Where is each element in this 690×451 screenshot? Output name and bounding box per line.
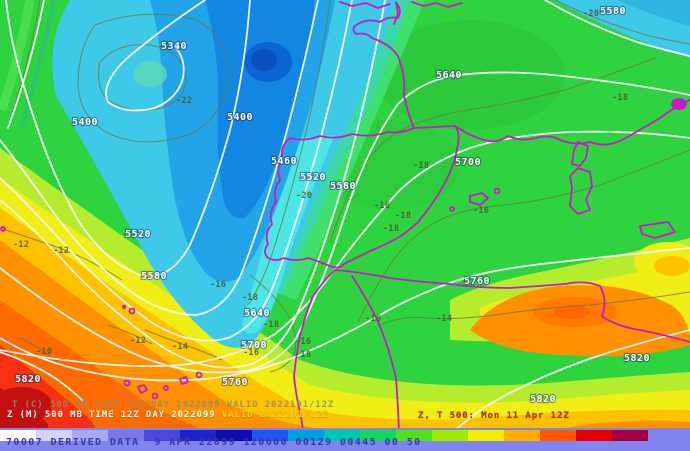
- colorbar-block: [216, 430, 252, 441]
- temp-contour-label: -18: [263, 320, 279, 330]
- height-contour-label: 5700: [241, 340, 267, 351]
- temp-contour-label: -20: [583, 9, 599, 19]
- ibiza-island: [449, 206, 455, 212]
- mediterranean-coast: [454, 99, 690, 146]
- england-coast: [411, 1, 463, 8]
- height-contour-label: 5760: [222, 377, 248, 388]
- height-contour-label: 5520: [125, 229, 151, 240]
- madeira-island: [121, 304, 127, 310]
- height-contour-label: 5460: [271, 156, 297, 167]
- temp-contour-label: -14: [172, 342, 188, 352]
- height-contour-label: 5520: [300, 172, 326, 183]
- iberia-coast: [264, 125, 460, 269]
- temp-contour-label: -16: [295, 337, 311, 347]
- atlantic-island: [0, 226, 6, 232]
- height-contour-label: 5400: [227, 112, 253, 123]
- colorbar-block: [0, 430, 36, 441]
- colorbar: [0, 430, 648, 441]
- temp-contour-label: -18: [413, 161, 429, 171]
- colorbar-block: [504, 430, 540, 441]
- chart-id-label: Z, T 500: Mon 11 Apr 12Z: [418, 411, 570, 421]
- temp-contour-label: -18: [395, 211, 411, 221]
- temperature-contour-labels: -22 -20 -20 -18 -18 -18 -18 -18 -18 -18 -16 -16 -16 -…: [13, 9, 628, 360]
- field-title-temperature: T (C) 500 MB TIME 12Z DAY 2022099 VALID …: [12, 400, 335, 410]
- colorbar-block: [252, 430, 288, 441]
- temp-contour-label: -18: [612, 93, 628, 103]
- height-contour-label: 5640: [244, 308, 270, 319]
- france-coast: [352, 3, 415, 129]
- pyrenees-border: [413, 125, 456, 129]
- height-contour-label: 5820: [15, 374, 41, 385]
- africa-border: [351, 275, 400, 430]
- status-bar-text: 70007 DERIVED DATA 9 APR 22099 120600 00…: [6, 437, 422, 448]
- colorbar-block: [396, 430, 432, 441]
- temp-contour-label: -16: [243, 348, 259, 358]
- colorbar-block: [288, 430, 324, 441]
- height-contour-label: 5640: [436, 70, 462, 81]
- colorbar-block: [432, 430, 468, 441]
- temp-contour-label: -22: [176, 96, 192, 106]
- mallorca-island: [469, 192, 489, 206]
- field-title-height-left: Z (M) 500 MB TIME 12Z DAY 2022099: [7, 410, 222, 420]
- temp-contour-label: -12: [130, 336, 146, 346]
- colorbar-block: [36, 430, 72, 441]
- colorbar-strip: 70007 DERIVED DATA 9 APR 22099 120600 00…: [0, 428, 690, 451]
- temp-contour-label: -16: [374, 201, 390, 211]
- colorbar-block: [72, 430, 108, 441]
- height-contour-label: 5580: [141, 271, 167, 282]
- temp-contour-label: -14: [436, 314, 452, 324]
- height-contour-label: 5760: [464, 276, 490, 287]
- height-contour-label: 5820: [530, 394, 556, 405]
- england-coast: [339, 1, 391, 9]
- menorca-island: [493, 187, 501, 195]
- temp-contour-label: -16: [210, 280, 226, 290]
- temp-contour-label: -18: [295, 350, 311, 360]
- canary-islands: [123, 371, 203, 400]
- height-contour-label: 5340: [161, 41, 187, 52]
- height-contour-lines: [0, 0, 690, 430]
- temp-contour-label: -18: [242, 293, 258, 303]
- colorbar-block: [576, 430, 612, 441]
- africa-north-coast: [334, 269, 690, 343]
- colorbar-block: [324, 430, 360, 441]
- coastlines: [0, 1, 690, 430]
- temp-contour-label: -16: [365, 314, 381, 324]
- height-contour-label: 5400: [72, 117, 98, 128]
- height-contour-label: 5700: [455, 157, 481, 168]
- temp-contour-label: -18: [383, 224, 399, 234]
- colorbar-block: [540, 430, 576, 441]
- colorbar-block: [180, 430, 216, 441]
- sicily-island: [639, 221, 676, 239]
- temp-contour-label: -20: [296, 191, 312, 201]
- temp-contour-label: -12: [13, 240, 29, 250]
- colorbar-block: [360, 430, 396, 441]
- height-contour-label: 5580: [330, 181, 356, 192]
- colorbar-block: [108, 430, 144, 441]
- colorbar-block: [144, 430, 180, 441]
- field-title-height: Z (M) 500 MB TIME 12Z DAY 2022099 VALID …: [7, 410, 329, 420]
- corsica-island: [571, 141, 589, 167]
- height-contour-label: 5820: [624, 353, 650, 364]
- temp-contour-label: -10: [36, 347, 52, 357]
- temp-contour-label: -12: [53, 246, 69, 256]
- madeira-island: [128, 307, 136, 315]
- colorbar-block: [612, 430, 648, 441]
- africa-west-coast: [293, 269, 336, 430]
- sardinia-island: [569, 167, 593, 215]
- temp-contour-label: -16: [473, 206, 489, 216]
- field-title-valid-time: VALID 2022101/12Z: [221, 410, 330, 420]
- colorbar-block: [468, 430, 504, 441]
- height-contour-label: 5580: [600, 6, 626, 17]
